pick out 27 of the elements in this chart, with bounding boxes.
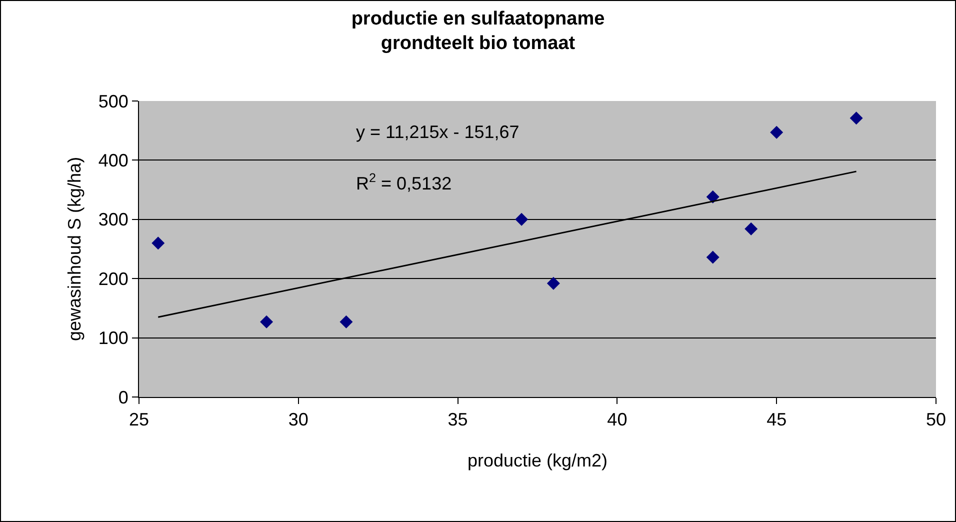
y-tick-label: 300 [98,210,128,230]
point [260,315,274,328]
y-tick-label: 400 [98,150,128,170]
point [546,276,560,290]
point [515,212,528,226]
y-tick-label: 100 [98,328,128,348]
y-axis-title: gewasinhoud S (kg/ha) [64,156,85,342]
x-tick-label: 45 [766,410,787,430]
point [770,126,784,139]
point [340,315,353,328]
y-tick-label: 500 [98,91,128,112]
point [744,222,758,236]
chart-title: productie en sulfaatopname grondteelt bio tomaat [351,8,605,54]
annotation: R$^{2}$ = 0,5132 [356,171,452,194]
point [706,250,720,264]
x-tick-label: 50 [926,410,946,430]
annotation: y = 11,215x - 151,67 [356,122,520,142]
y-tick-label: 200 [98,268,128,289]
x-axis-title: productie (kg/m2) [467,450,608,471]
point [706,190,720,204]
x-tick-label: 40 [607,410,628,430]
y-tick-label: 0 [118,387,128,408]
x-tick-label: 30 [288,410,308,430]
point [152,236,165,250]
x-tick-label: 25 [128,410,150,430]
point [850,112,863,125]
x-tick-label: 35 [448,410,468,430]
